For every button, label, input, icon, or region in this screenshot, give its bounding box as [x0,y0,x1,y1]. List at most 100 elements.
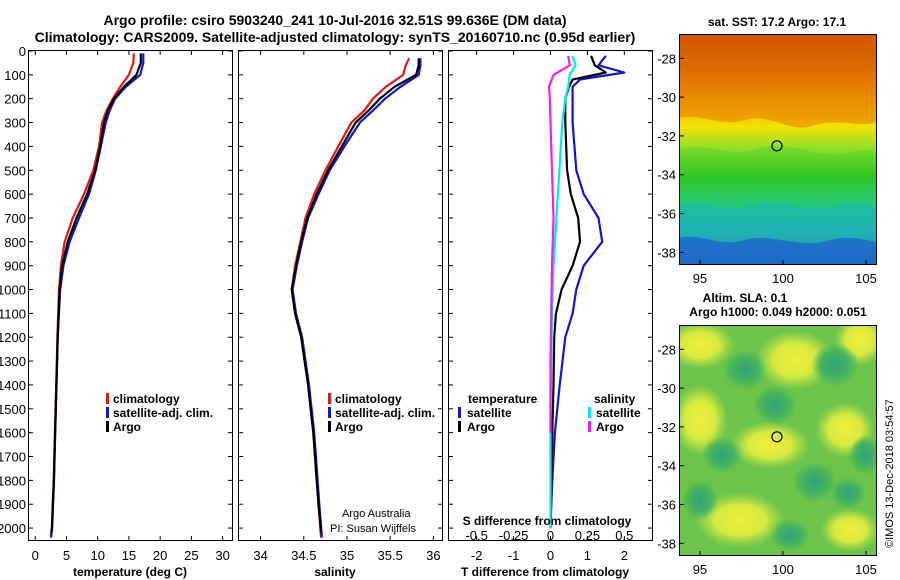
map-axes: 95 100 105 -28 -30 -32 -34 -36 -38 95 100 105 -28 -30… [657,51,877,577]
argo-location-marker-sst [771,140,783,152]
x-tick-label: -2 [471,548,483,563]
legend-swatch-satellite [328,407,331,418]
legend-title-salinity: salinity [594,392,636,406]
map-x-tick-label: 105 [855,271,877,286]
legend-label: climatology [335,392,402,406]
legend-swatch-argo [106,421,109,432]
temperature-panel-frame [28,50,233,541]
x-tick-label: -1 [508,548,520,563]
legend-swatch-satellite [106,407,109,418]
series-line-t-satellite [549,55,626,529]
series-line-t-argo [549,55,608,529]
map-y-tick-label: -30 [657,381,676,396]
legend-swatch-t-satellite [458,407,461,418]
series-line-s-argo [547,55,571,433]
s-diff-tick-label: 0.5 [615,528,633,543]
difference-legend: temperature satellite Argo salinity sate… [458,392,641,434]
temperature-series [49,53,145,538]
x-tick-label: 35.5 [378,548,403,563]
legend-swatch-argo [328,421,331,432]
s-diff-tick-label: -0.5 [465,528,487,543]
legend-swatch-s-satellite [588,407,591,418]
depth-tick-label: 1000 [0,283,26,298]
map-x-tick-label: 95 [693,562,707,577]
depth-tick-label: 0 [19,44,26,59]
map-y-tick-label: -36 [657,207,676,222]
depth-tick-label: 400 [4,139,26,154]
series-line-satellite-adj-clim- [50,53,145,538]
series-line-argo [290,58,420,533]
x-tick-label: 34 [253,548,267,563]
map-y-tick-label: -38 [657,245,676,260]
difference-xlabel-top: S difference from climatology [463,514,632,528]
imos-credit: ©IMOS 13-Dec-2018 03:54:57 [884,399,896,548]
salinity-series [290,57,422,538]
x-tick-label: 25 [184,548,198,563]
depth-tick-label: 1600 [0,426,26,441]
difference-series [547,55,626,529]
salinity-legend: climatology satellite-adj. clim. Argo [328,392,435,434]
series-line-argo [50,53,142,533]
map-y-tick-label: -34 [657,459,676,474]
series-line-s-satellite [549,55,577,529]
s-diff-tick-label: -0.25 [499,528,529,543]
legend-swatch-climatology [328,393,331,404]
difference-panel-frame [448,50,653,541]
legend-label: climatology [113,392,180,406]
map-x-tick-label: 105 [855,562,877,577]
annotation-argo-australia: Argo Australia [342,508,411,520]
x-tick-label: 1 [584,548,591,563]
s-diff-tick-label: 0 [547,528,554,543]
legend-label: Argo [113,420,141,434]
legend-label: Argo [335,420,363,434]
depth-tick-label: 600 [4,187,26,202]
legend-label: satellite-adj. clim. [113,406,213,420]
map-x-tick-label: 95 [693,271,707,286]
salinity-xlabel: salinity [314,565,356,579]
depth-tick-label: 1800 [0,473,26,488]
argo-location-marker-sla [771,431,783,443]
sst-map-title: sat. SST: 17.2 Argo: 17.1 [708,15,847,29]
x-tick-label: 0 [32,548,39,563]
map-x-tick-label: 100 [772,562,794,577]
salinity-panel-frame [238,50,443,541]
depth-tick-label: 300 [4,116,26,131]
map-y-tick-label: -34 [657,168,676,183]
sla-map-title-line1: Altim. SLA: 0.1 [703,291,788,305]
depth-tick-label: 900 [4,259,26,274]
depth-tick-label: 500 [4,163,26,178]
depth-tick-label: 1900 [0,497,26,512]
x-tick-label: 30 [215,548,229,563]
sla-map-image [679,325,876,555]
map-y-tick-label: -38 [657,536,676,551]
x-tick-label: 34.5 [291,548,316,563]
map-y-tick-label: -32 [657,129,676,144]
x-tick-label: 5 [63,548,70,563]
sla-map-frame [679,325,877,556]
map-y-tick-label: -28 [657,51,676,66]
map-y-tick-label: -36 [657,498,676,513]
temperature-legend: climatology satellite-adj. clim. Argo [106,392,213,434]
legend-swatch-t-argo [458,421,461,432]
legend-label: satellite-adj. clim. [335,406,435,420]
difference-xlabel: T difference from climatology [461,565,629,579]
legend-title-temperature: temperature [468,392,538,406]
map-y-tick-label: -28 [657,342,676,357]
legend-label: Argo [467,420,495,434]
legend-label: Argo [596,420,624,434]
sst-map-image [679,34,876,264]
map-y-tick-label: -32 [657,420,676,435]
x-tick-label: 35 [340,548,354,563]
depth-tick-label: 1700 [0,450,26,465]
legend-label: satellite [467,406,512,420]
sla-map-title-line2: Argo h1000: 0.049 h2000: 0.051 [689,305,867,319]
depth-tick-label: 800 [4,235,26,250]
chart-title-line2: Climatology: CARS2009. Satellite-adjuste… [34,29,636,45]
depth-tick-label: 1200 [0,330,26,345]
depth-tick-label: 1100 [0,306,26,321]
legend-swatch-s-argo [588,421,591,432]
legend-label: satellite [596,406,641,420]
depth-tick-label: 200 [4,92,26,107]
map-y-tick-label: -30 [657,90,676,105]
